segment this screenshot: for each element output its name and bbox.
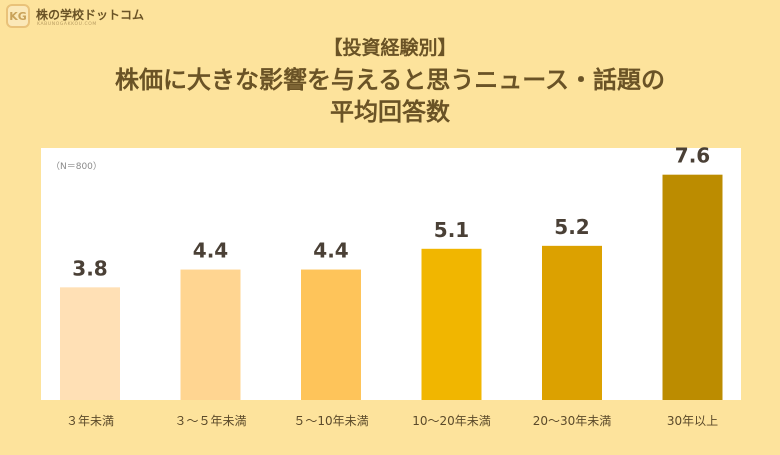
bar-1 — [60, 287, 120, 400]
chart-title: 株価に大きな影響を与えると思うニュース・話題の 平均回答数 — [0, 64, 780, 128]
plot-panel: （N＝800） — [41, 148, 741, 400]
x-tick-label-2: ３～５年未満 — [174, 414, 246, 428]
bar-value-label-3: 4.4 — [313, 239, 348, 263]
x-tick-label-5: 20～30年未満 — [533, 414, 612, 428]
chart-category-title: 【投資経験別】 — [323, 37, 457, 59]
bar-3 — [301, 269, 361, 400]
bar-2 — [180, 269, 241, 400]
logo: KG 株の学校ドットコム KABUNOGAKKOU.COM — [6, 4, 206, 34]
x-tick-label-6: 30年以上 — [667, 414, 718, 428]
bar-5 — [542, 245, 602, 400]
chart-title-line1: 株価に大きな影響を与えると思うニュース・話題の — [114, 66, 666, 94]
sample-size-note: （N＝800） — [51, 162, 102, 172]
logo-mark-icon: KG — [6, 4, 30, 28]
bar-value-label-5: 5.2 — [554, 215, 589, 239]
x-tick-label-1: ３年未満 — [66, 414, 114, 428]
bar-value-label-1: 3.8 — [72, 256, 107, 280]
bar-value-label-4: 5.1 — [434, 218, 469, 242]
bar-4 — [421, 248, 482, 400]
bar-value-label-6: 7.6 — [675, 144, 710, 168]
x-tick-label-4: 10～20年未満 — [412, 414, 491, 428]
logo-name: 株の学校ドットコム — [36, 8, 145, 22]
logo-subtext: KABUNOGAKKOU.COM — [37, 22, 97, 27]
bar-value-label-2: 4.4 — [193, 239, 228, 263]
chart-title-line2: 平均回答数 — [330, 98, 450, 126]
bar-6 — [662, 174, 723, 400]
x-tick-label-3: ５～10年未満 — [293, 414, 368, 428]
